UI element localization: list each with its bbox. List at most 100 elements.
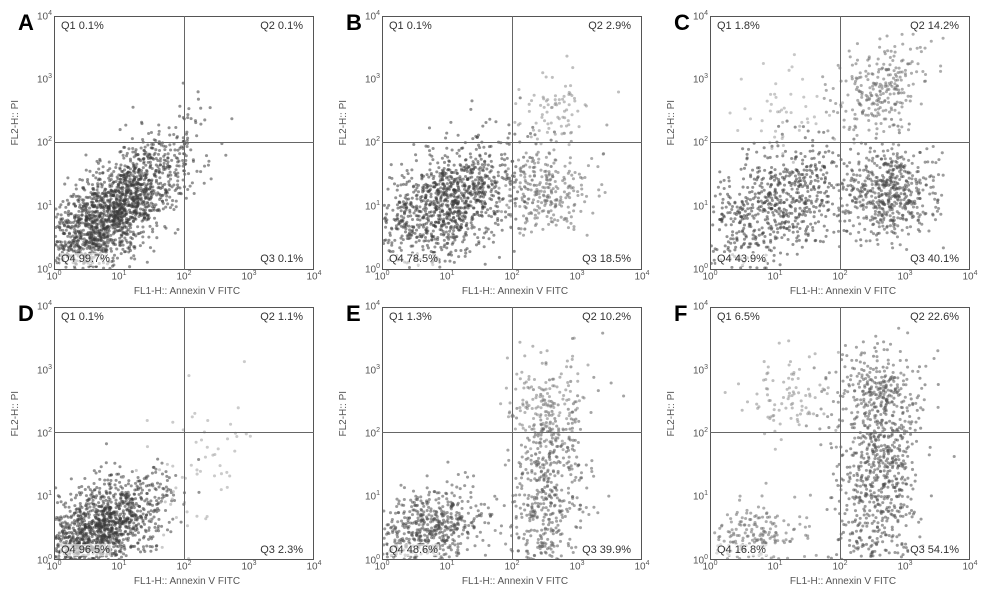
x-tick: 101	[767, 560, 782, 572]
quadrant-label-Q3: Q3 40.1%	[909, 253, 960, 265]
quadrant-divider-horizontal	[54, 432, 314, 433]
x-axis-row: 100101102103104	[382, 270, 642, 284]
quadrant-label-Q1: Q1 1.3%	[388, 311, 433, 323]
x-axis-label: FL1-H:: Annexin V FITC	[40, 576, 334, 587]
x-axis: 100101102103104	[710, 270, 970, 284]
x-axis-label: FL1-H:: Annexin V FITC	[696, 576, 990, 587]
y-tick: 103	[693, 73, 708, 85]
quadrant-divider-horizontal	[54, 142, 314, 143]
quadrant-label-Q2: Q2 22.6%	[909, 311, 960, 323]
y-tick: 102	[693, 137, 708, 149]
y-axis-label: FL2-H:: PI	[10, 0, 24, 270]
y-tick: 104	[693, 300, 708, 312]
x-tick: 102	[176, 270, 191, 282]
quadrant-divider-vertical	[184, 16, 185, 270]
quadrant-label-Q3: Q3 18.5%	[581, 253, 632, 265]
panel-letter: A	[18, 10, 34, 36]
y-tick: 104	[693, 10, 708, 22]
x-tick: 101	[439, 560, 454, 572]
x-tick: 102	[832, 270, 847, 282]
x-tick: 100	[702, 560, 717, 572]
plot-area: FL2-H:: PI100101102103104Q1 0.1%Q2 2.9%Q…	[338, 16, 662, 270]
plot-box: Q1 0.1%Q2 1.1%Q3 2.3%Q4 96.5%	[54, 307, 314, 561]
y-tick: 101	[37, 490, 52, 502]
quadrant-divider-vertical	[512, 307, 513, 561]
quadrant-label-Q4: Q4 78.5%	[388, 253, 439, 265]
x-axis-label: FL1-H:: Annexin V FITC	[40, 286, 334, 297]
plot-box: Q1 1.8%Q2 14.2%Q3 40.1%Q4 43.9%	[710, 16, 970, 270]
y-tick: 103	[37, 364, 52, 376]
x-axis-row: 100101102103104	[382, 560, 642, 574]
x-tick: 101	[439, 270, 454, 282]
y-tick: 103	[365, 73, 380, 85]
quadrant-label-Q3: Q3 2.3%	[259, 544, 304, 556]
quadrant-label-Q2: Q2 0.1%	[259, 20, 304, 32]
x-axis-label: FL1-H:: Annexin V FITC	[368, 286, 662, 297]
x-tick: 101	[111, 560, 126, 572]
quadrant-divider-horizontal	[382, 432, 642, 433]
x-tick: 104	[306, 560, 321, 572]
quadrant-label-Q3: Q3 39.9%	[581, 544, 632, 556]
quadrant-label-Q4: Q4 43.9%	[716, 253, 767, 265]
panel-E: EFL2-H:: PI100101102103104Q1 1.3%Q2 10.2…	[338, 301, 662, 588]
quadrant-label-Q3: Q3 0.1%	[259, 253, 304, 265]
y-tick: 104	[37, 300, 52, 312]
quadrant-label-Q1: Q1 0.1%	[60, 20, 105, 32]
panel-F: FFL2-H:: PI100101102103104Q1 6.5%Q2 22.6…	[666, 301, 990, 588]
quadrant-label-Q4: Q4 16.8%	[716, 544, 767, 556]
plot-box: Q1 0.1%Q2 0.1%Q3 0.1%Q4 99.7%	[54, 16, 314, 270]
quadrant-label-Q2: Q2 10.2%	[581, 311, 632, 323]
quadrant-divider-vertical	[512, 16, 513, 270]
panel-letter: D	[18, 301, 34, 327]
y-tick: 102	[365, 427, 380, 439]
x-tick: 100	[374, 270, 389, 282]
x-tick: 101	[111, 270, 126, 282]
y-tick: 104	[365, 10, 380, 22]
x-tick: 104	[634, 560, 649, 572]
x-tick: 100	[46, 270, 61, 282]
plot-area: FL2-H:: PI100101102103104Q1 1.3%Q2 10.2%…	[338, 307, 662, 561]
x-axis: 100101102103104	[382, 560, 642, 574]
x-axis: 100101102103104	[54, 270, 314, 284]
quadrant-divider-vertical	[840, 16, 841, 270]
y-axis: 100101102103104	[352, 16, 382, 270]
y-tick: 102	[37, 137, 52, 149]
plot-area: FL2-H:: PI100101102103104Q1 6.5%Q2 22.6%…	[666, 307, 990, 561]
plot-box: Q1 6.5% Q2 22.6% Q3 54.1% Q4 16.8%	[710, 307, 970, 561]
x-tick: 104	[306, 270, 321, 282]
quadrant-label-Q1: Q1 6.5%	[716, 311, 761, 323]
y-tick: 101	[693, 490, 708, 502]
quadrant-label-Q2: Q2 1.1%	[259, 311, 304, 323]
x-axis-row: 100101102103104	[54, 560, 314, 574]
quadrant-divider-vertical	[840, 307, 841, 561]
plot-area: FL2-H:: PI100101102103104Q1 0.1%Q2 0.1%Q…	[10, 16, 334, 270]
x-tick: 104	[962, 560, 977, 572]
y-axis: 100101102103104	[24, 16, 54, 270]
quadrant-label-Q3: Q3 54.1%	[909, 544, 960, 556]
y-tick: 101	[365, 200, 380, 212]
y-tick: 103	[37, 73, 52, 85]
x-tick: 102	[832, 560, 847, 572]
y-tick: 101	[693, 200, 708, 212]
quadrant-divider-horizontal	[710, 142, 970, 143]
y-tick: 101	[37, 200, 52, 212]
x-axis-row: 100101102103104	[710, 270, 970, 284]
x-axis-row: 100101102103104	[54, 270, 314, 284]
quadrant-label-Q4: Q4 96.5%	[60, 544, 111, 556]
quadrant-label-Q1: Q1 1.8%	[716, 20, 761, 32]
x-tick: 103	[897, 560, 912, 572]
x-tick: 103	[241, 560, 256, 572]
figure-grid: AFL2-H:: PI100101102103104Q1 0.1%Q2 0.1%…	[10, 10, 990, 587]
x-axis: 100101102103104	[54, 560, 314, 574]
y-tick: 103	[365, 364, 380, 376]
x-tick: 103	[897, 270, 912, 282]
panel-D: DFL2-H:: PI100101102103104Q1 0.1%Q2 1.1%…	[10, 301, 334, 588]
x-axis-label: FL1-H:: Annexin V FITC	[368, 576, 662, 587]
x-axis-row: 100101102103104	[710, 560, 970, 574]
quadrant-divider-horizontal	[382, 142, 642, 143]
y-axis: 100101102103104	[352, 307, 382, 561]
y-axis: 100101102103104	[680, 16, 710, 270]
x-tick: 103	[569, 270, 584, 282]
plot-box: Q1 0.1%Q2 2.9%Q3 18.5%Q4 78.5%	[382, 16, 642, 270]
plot-area: FL2-H:: PI100101102103104Q1 1.8%Q2 14.2%…	[666, 16, 990, 270]
